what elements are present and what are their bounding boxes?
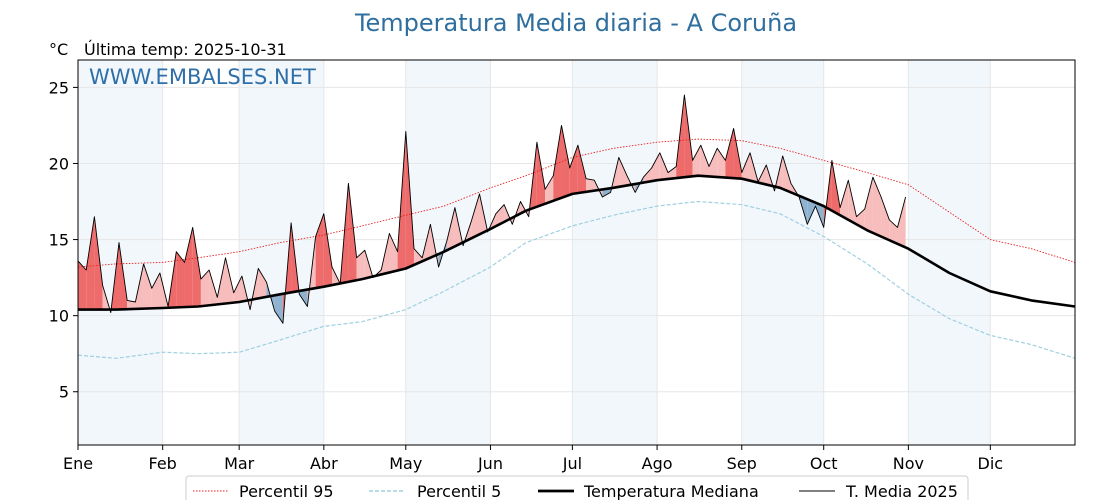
month-band-mar — [239, 60, 324, 445]
anomaly-fill-segment — [78, 260, 87, 310]
anomaly-fill-segment — [700, 145, 709, 177]
y-tick-label-5: 5 — [59, 383, 69, 402]
x-tick-label-dic: Dic — [978, 454, 1004, 473]
y-axis: 5 10 15 20 25 — [49, 78, 78, 402]
anomaly-fill-segment — [299, 289, 308, 307]
x-tick-label-feb: Feb — [149, 454, 177, 473]
anomaly-fill-segment — [840, 180, 849, 220]
anomaly-fill-segment — [258, 268, 267, 299]
y-tick-label-10: 10 — [49, 307, 69, 326]
anomaly-fill-segment — [225, 257, 234, 304]
anomaly-fill-segment — [807, 199, 816, 225]
anomaly-fill-segment — [618, 157, 628, 187]
anomaly-fill-segment — [192, 227, 201, 307]
anomaly-fill-segment — [823, 160, 832, 228]
anomaly-fill-segment — [315, 213, 324, 289]
anomaly-fill-segment — [200, 270, 210, 307]
month-band-may — [405, 60, 491, 445]
legend-box — [185, 475, 969, 500]
anomaly-fill-segment — [209, 270, 218, 306]
anomaly-fill-segment — [94, 216, 103, 310]
watermark: WWW.EMBALSES.NET — [89, 65, 316, 89]
legend-label-percentil-95: Percentil 95 — [239, 482, 334, 500]
plot-frame — [77, 59, 1076, 446]
legend: Percentil 95 Percentil 5 Temperatura Med… — [185, 475, 969, 500]
y-tick-label-15: 15 — [49, 231, 69, 250]
anomaly-fill-segment — [348, 183, 357, 282]
anomaly-fill-segment — [897, 196, 906, 248]
y-unit-label: °C — [49, 40, 68, 59]
plot-area: WWW.EMBALSES.NET — [77, 59, 1076, 446]
x-tick-label-oct: Oct — [810, 454, 838, 473]
x-tick-label-mar: Mar — [224, 454, 255, 473]
legend-label-t-media-2025: T. Media 2025 — [845, 482, 958, 500]
x-tick-label-abr: Abr — [310, 454, 338, 473]
x-tick-label-may: May — [389, 454, 422, 473]
x-tick-label-jun: Jun — [477, 454, 503, 473]
chart-title: Temperatura Media diaria - A Coruña — [354, 9, 797, 37]
anomaly-fill-segment — [668, 166, 677, 179]
anomaly-fill-segment — [323, 213, 333, 287]
anomaly-fill-segment — [651, 152, 660, 182]
month-band-sep — [741, 60, 824, 445]
anomaly-fill-segment — [471, 193, 480, 239]
anomaly-fill-segment — [684, 95, 693, 178]
anomaly-fill-segment — [569, 145, 578, 195]
y-tick-label-20: 20 — [49, 154, 69, 173]
anomaly-fill-segment — [86, 216, 95, 310]
anomaly-fill-segment — [741, 152, 750, 181]
anomaly-fill-segment — [717, 148, 726, 178]
last-temp-label: Última temp: 2025-10-31 — [84, 40, 287, 59]
anomaly-fill-segment — [389, 233, 398, 273]
anomaly-fill-segment — [643, 168, 652, 183]
anomaly-fill-segment — [495, 204, 505, 227]
anomaly-fill-segment — [184, 227, 193, 308]
anomaly-fill-segment — [881, 196, 890, 241]
x-tick-label-nov: Nov — [893, 454, 924, 473]
x-tick-label-sep: Sep — [727, 454, 757, 473]
anomaly-fill-segment — [446, 207, 455, 251]
anomaly-fill-segment — [233, 276, 242, 303]
x-axis: Ene Feb Mar Abr May Jun Jul Ago Sep Oct Nov Dic — [63, 445, 1003, 473]
anomaly-fill-segment — [708, 148, 718, 177]
anomaly-fill-segment — [127, 300, 136, 310]
anomaly-fill-segment — [545, 175, 554, 204]
anomaly-fill-segment — [586, 178, 595, 192]
anomaly-fill-segment — [864, 177, 873, 233]
anomaly-fill-segment — [536, 142, 546, 207]
series-line-percentil-95 — [77, 138, 1076, 268]
series-line-temperatura-mediana — [78, 174, 1076, 311]
month-band-nov — [908, 60, 991, 445]
series-line-t-media-2025 — [77, 94, 907, 324]
anomaly-fill-segment — [692, 145, 701, 177]
x-tick-label-ene: Ene — [63, 454, 93, 473]
x-tick-label-jul: Jul — [562, 454, 582, 473]
anomaly-fill-segment — [356, 250, 365, 281]
series-lines — [77, 94, 1076, 359]
anomaly-fill-segment — [176, 251, 185, 308]
anomaly-fill-segment — [577, 145, 587, 194]
series-line-percentil-5 — [77, 200, 1076, 359]
x-tick-label-ago: Ago — [642, 454, 673, 473]
anomaly-fill-segment — [856, 209, 865, 229]
anomaly-fill-segment — [274, 293, 283, 324]
y-tick-label-25: 25 — [49, 78, 69, 97]
anomaly-fill-segment — [659, 152, 669, 180]
month-bands — [78, 60, 991, 445]
anomaly-fill-segment — [151, 273, 160, 309]
month-band-jul — [572, 60, 658, 445]
anomaly-fill-segment — [561, 125, 570, 198]
legend-label-temperatura-mediana: Temperatura Mediana — [583, 482, 759, 500]
anomaly-fill-segment — [143, 263, 152, 309]
anomaly-fill-segment — [782, 155, 791, 193]
legend-label-percentil-5: Percentil 5 — [417, 482, 501, 500]
anomaly-fill-segment — [725, 128, 734, 179]
